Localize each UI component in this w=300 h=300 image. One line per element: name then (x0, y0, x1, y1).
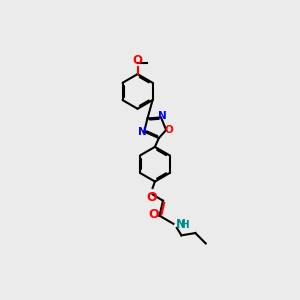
Text: O: O (147, 191, 158, 204)
Text: N: N (176, 218, 186, 231)
Text: H: H (181, 220, 190, 230)
Text: N: N (137, 127, 146, 137)
Text: N: N (158, 111, 167, 121)
Text: O: O (164, 125, 173, 135)
Text: O: O (148, 208, 159, 221)
Text: O: O (133, 54, 142, 67)
